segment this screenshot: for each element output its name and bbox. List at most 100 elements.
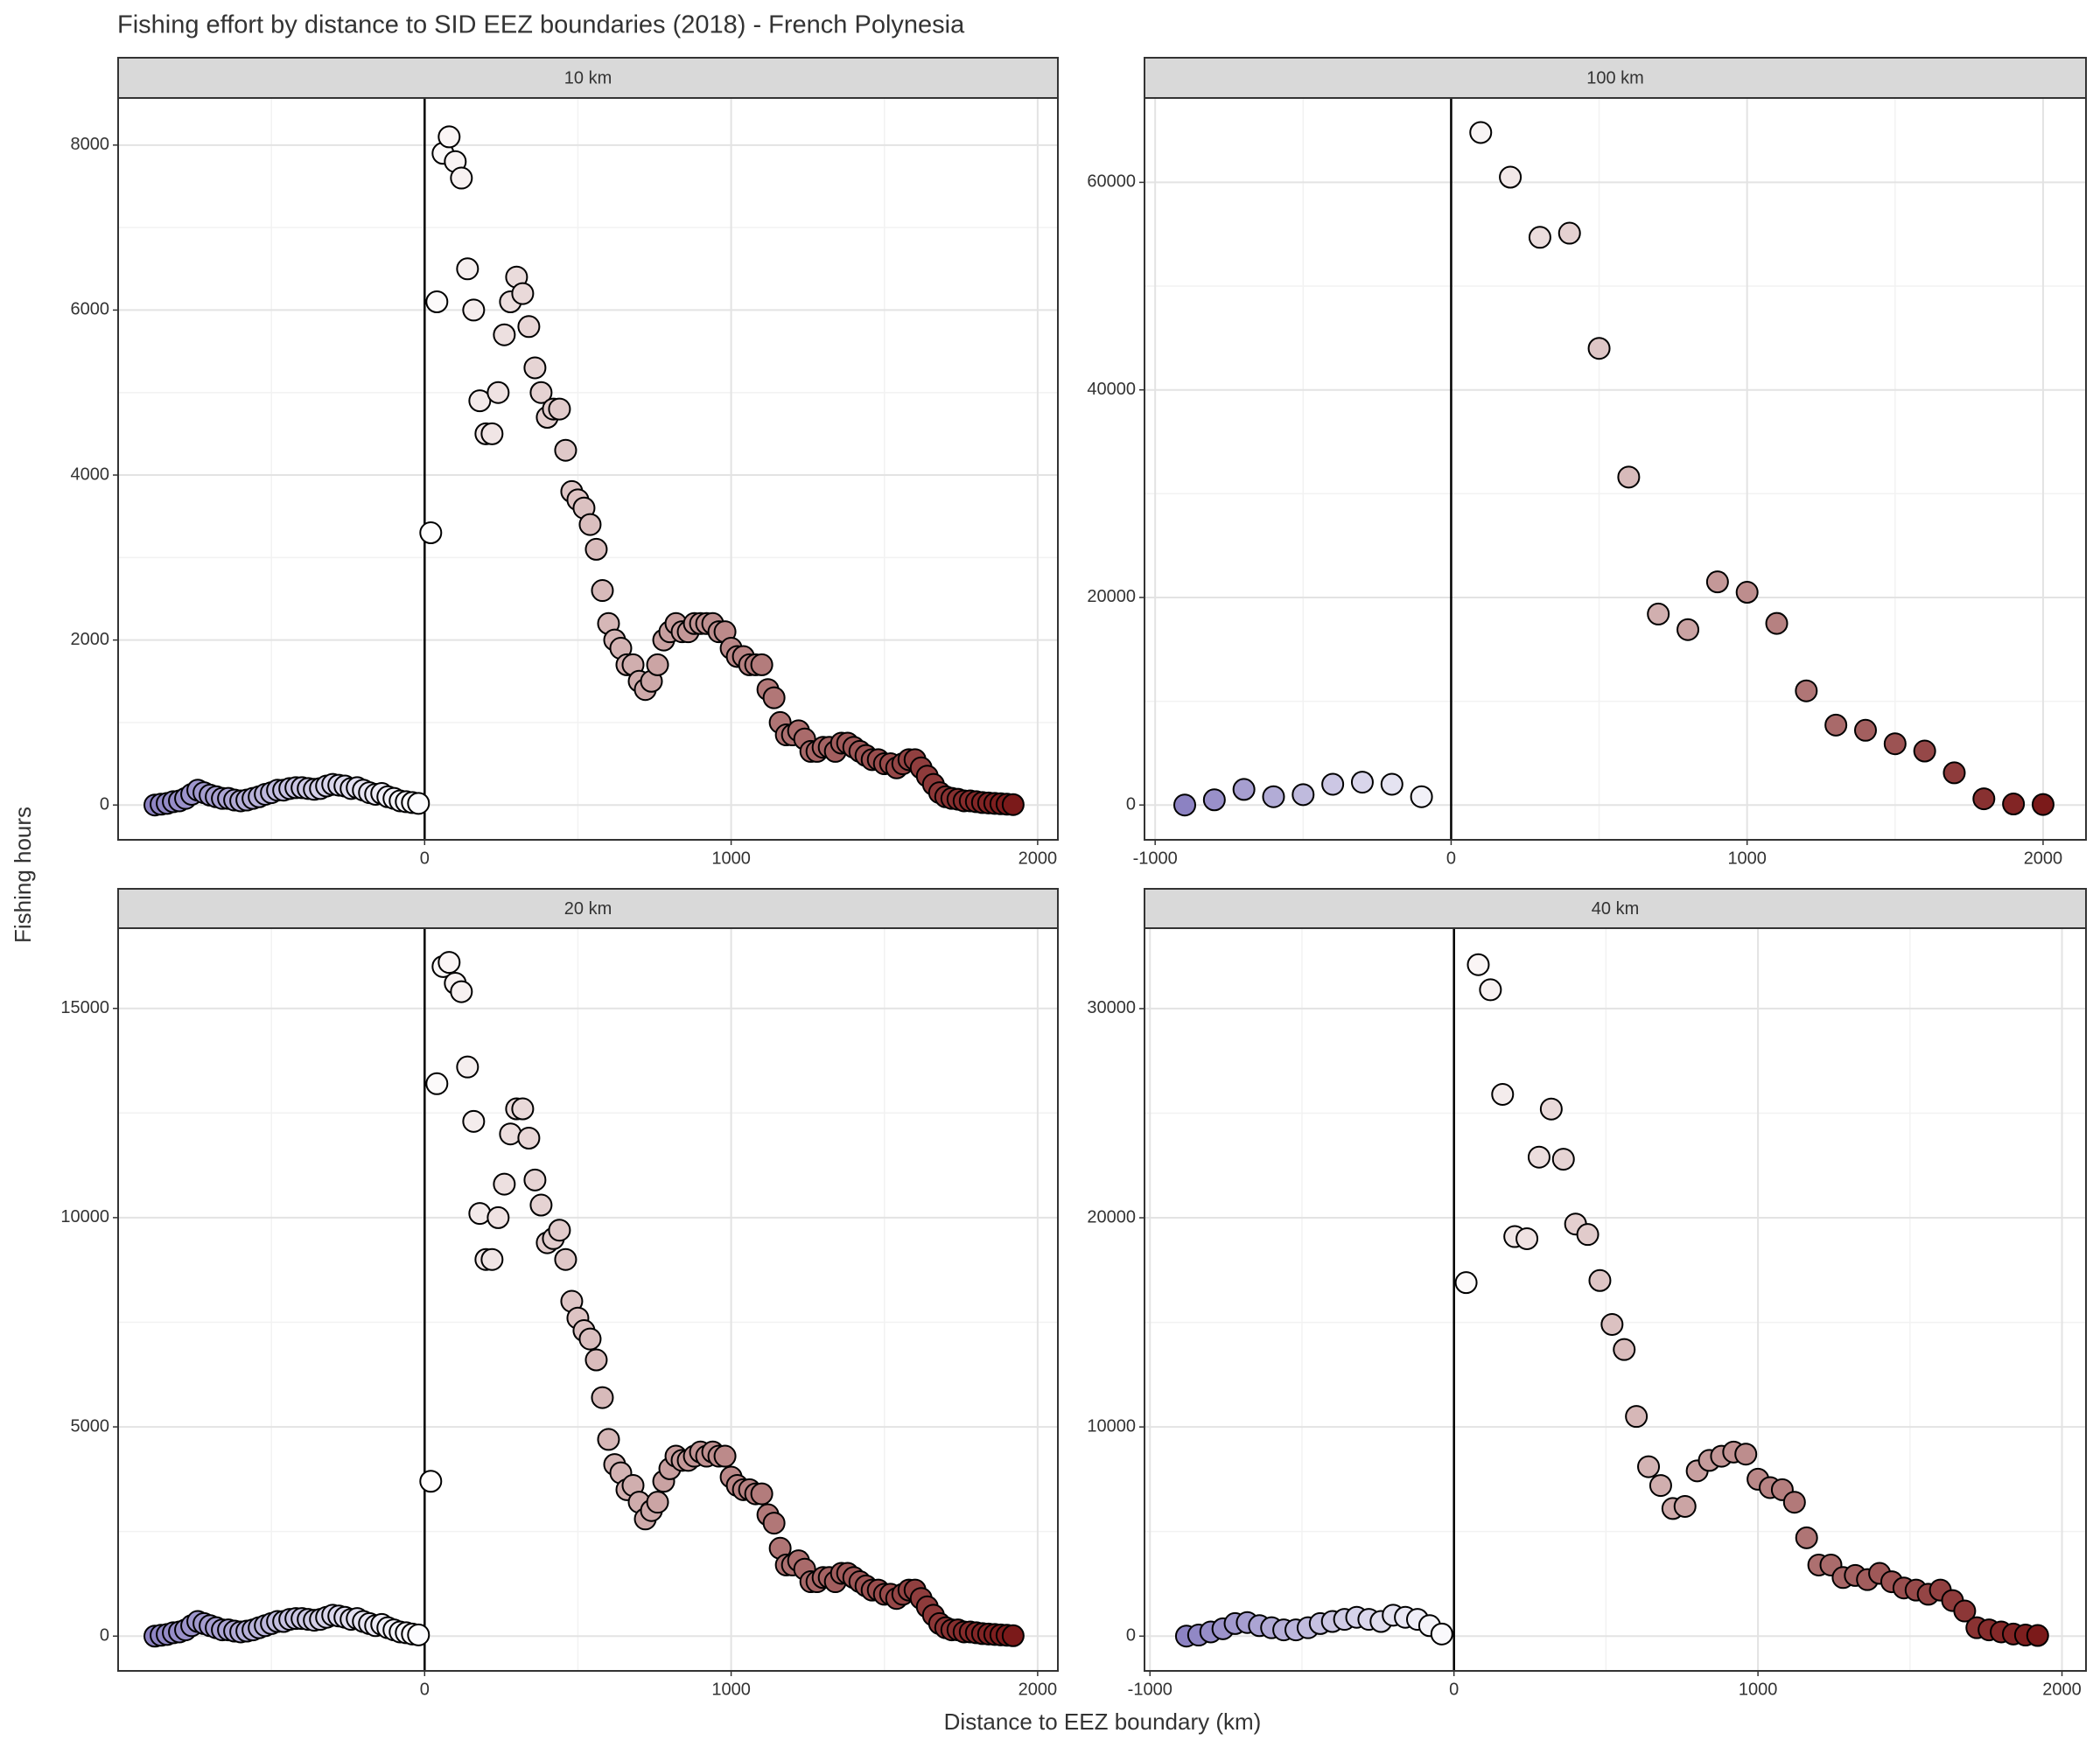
facet-strip bbox=[1144, 888, 2087, 929]
data-point bbox=[529, 1193, 553, 1217]
data-point bbox=[1600, 1312, 1624, 1336]
x-tick-label: -1000 bbox=[1128, 1680, 1172, 1699]
facet-label: 20 km bbox=[564, 899, 612, 919]
data-point bbox=[1637, 1455, 1661, 1478]
data-point bbox=[1795, 1526, 1818, 1549]
data-point bbox=[762, 1512, 786, 1535]
x-tick-label: 0 bbox=[420, 849, 430, 868]
data-point bbox=[1479, 978, 1502, 1002]
x-tick-label: 2000 bbox=[1018, 849, 1058, 868]
data-point bbox=[1853, 718, 1877, 742]
y-tick-label: 2000 bbox=[71, 630, 110, 649]
data-point bbox=[480, 422, 504, 445]
data-point bbox=[486, 1205, 510, 1229]
panel-background bbox=[118, 98, 1058, 840]
data-point bbox=[2002, 793, 2026, 816]
facet-label: 10 km bbox=[564, 68, 612, 87]
data-point bbox=[1676, 618, 1700, 641]
data-point bbox=[1613, 1338, 1636, 1361]
data-point bbox=[468, 389, 492, 413]
data-point bbox=[591, 579, 614, 603]
y-tick-label: 15000 bbox=[60, 998, 109, 1017]
data-point bbox=[646, 653, 669, 676]
data-point bbox=[1491, 1082, 1515, 1106]
data-point bbox=[450, 980, 473, 1003]
data-point bbox=[529, 381, 553, 404]
x-tick-label: 1000 bbox=[1739, 1680, 1778, 1699]
x-tick-label: 1000 bbox=[1727, 849, 1767, 868]
x-tick-label: 1000 bbox=[711, 849, 751, 868]
x-tick-label: 1000 bbox=[711, 1680, 751, 1699]
data-point bbox=[493, 323, 516, 346]
y-tick-label: 20000 bbox=[1087, 587, 1136, 606]
data-point bbox=[554, 1247, 578, 1271]
data-point bbox=[1734, 1443, 1758, 1466]
data-point bbox=[1765, 611, 1788, 635]
data-point bbox=[407, 792, 430, 815]
data-point bbox=[1913, 739, 1936, 763]
chart-title: Fishing effort by distance to SID EEZ bo… bbox=[117, 11, 965, 39]
y-tick-label: 0 bbox=[100, 1626, 109, 1646]
data-point bbox=[713, 1444, 737, 1468]
y-axis-title: Fishing hours bbox=[10, 807, 36, 943]
x-tick-label: -1000 bbox=[1133, 849, 1178, 868]
data-point bbox=[1001, 793, 1025, 816]
data-point bbox=[548, 1219, 571, 1242]
data-point bbox=[548, 397, 571, 421]
data-point bbox=[1469, 121, 1493, 144]
data-point bbox=[511, 282, 535, 305]
facet-label: 100 km bbox=[1586, 68, 1644, 87]
data-point bbox=[517, 1126, 541, 1150]
y-tick-label: 5000 bbox=[71, 1416, 110, 1436]
data-point bbox=[1430, 1622, 1453, 1646]
y-tick-label: 60000 bbox=[1087, 172, 1136, 192]
data-point bbox=[2026, 1624, 2049, 1647]
y-tick-label: 10000 bbox=[1087, 1416, 1136, 1436]
data-point bbox=[499, 1122, 522, 1146]
data-point bbox=[523, 1168, 547, 1191]
x-tick-label: 0 bbox=[1449, 1680, 1459, 1699]
data-point bbox=[456, 1055, 480, 1079]
data-point bbox=[493, 1172, 516, 1196]
data-point bbox=[750, 1482, 774, 1506]
data-point bbox=[1262, 785, 1285, 808]
facet-strip bbox=[117, 888, 1059, 929]
x-axis-title: Distance to EEZ boundary (km) bbox=[944, 1709, 1262, 1735]
data-point bbox=[462, 298, 486, 322]
data-point bbox=[1576, 1223, 1600, 1247]
data-point bbox=[438, 951, 461, 975]
data-point bbox=[438, 125, 461, 149]
data-point bbox=[1321, 772, 1345, 796]
data-point bbox=[407, 1623, 430, 1646]
data-point bbox=[591, 1386, 614, 1409]
panel-background bbox=[1144, 98, 2086, 840]
data-point bbox=[1883, 732, 1907, 756]
data-point bbox=[1173, 793, 1197, 817]
data-point bbox=[1587, 337, 1611, 360]
x-tick-label: 2000 bbox=[1018, 1680, 1058, 1699]
x-tick-label: 2000 bbox=[2042, 1680, 2082, 1699]
data-point bbox=[750, 653, 774, 676]
data-point bbox=[578, 513, 602, 536]
facet-strip bbox=[117, 57, 1059, 99]
data-point bbox=[1551, 1148, 1575, 1171]
y-tick-label: 8000 bbox=[71, 135, 110, 154]
data-point bbox=[584, 1348, 608, 1372]
data-point bbox=[1782, 1491, 1806, 1514]
data-point bbox=[1705, 570, 1729, 594]
data-point bbox=[1001, 1624, 1025, 1647]
data-point bbox=[578, 1327, 602, 1351]
facet-strip bbox=[1144, 57, 2087, 99]
data-point bbox=[486, 381, 510, 404]
data-point bbox=[517, 315, 541, 339]
data-point bbox=[1647, 602, 1670, 625]
data-point bbox=[762, 686, 786, 709]
data-point bbox=[1527, 1145, 1550, 1169]
data-point bbox=[1466, 953, 1490, 976]
data-point bbox=[450, 166, 473, 190]
data-point bbox=[597, 1428, 620, 1451]
data-point bbox=[511, 1097, 535, 1121]
data-point bbox=[1202, 788, 1226, 812]
